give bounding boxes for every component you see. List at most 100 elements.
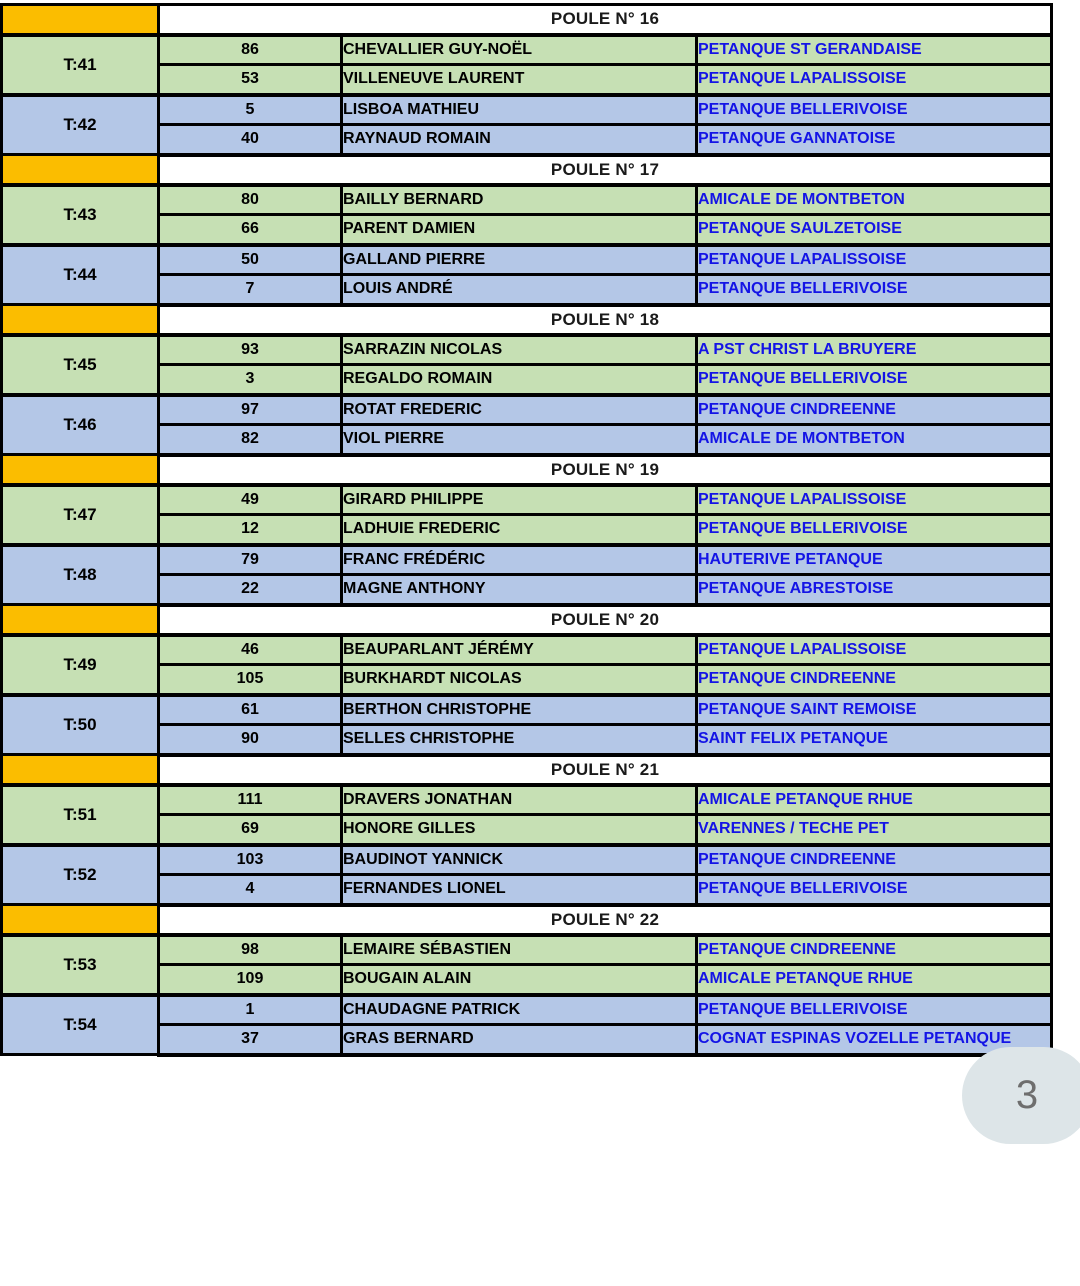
player-number-cell: 12 (157, 513, 343, 547)
poule-title: POULE N° 17 (156, 153, 1054, 186)
player-number-cell: 111 (157, 782, 343, 816)
player-number-cell: 46 (157, 632, 343, 666)
poule-tag-cell (0, 153, 160, 186)
player-club-cell: AMICALE DE MONTBETON (694, 182, 1054, 216)
poule-header-row: POULE N° 19 (0, 453, 1054, 486)
table-number-cell: T:54 (0, 992, 160, 1056)
player-name-cell: BEAUPARLANT JÉRÉMY (340, 632, 698, 666)
match-player-row: 105 BURKHARDT NICOLAS PETANQUE CINDREENNE (2, 663, 1054, 697)
player-club-cell: PETANQUE ST GERANDAISE (694, 32, 1054, 66)
player-name-cell: VILLENEUVE LAURENT (340, 63, 698, 97)
player-name-cell: HONORE GILLES (340, 813, 698, 847)
poule-tag-cell (0, 303, 160, 336)
poule-title: POULE N° 22 (156, 903, 1054, 936)
player-club-cell: AMICALE DE MONTBETON (694, 423, 1054, 457)
player-club-cell: PETANQUE BELLERIVOISE (694, 992, 1054, 1026)
table-number-cell: T:46 (0, 392, 160, 456)
poule-title: POULE N° 18 (156, 303, 1054, 336)
player-club-cell: PETANQUE SAINT REMOISE (694, 692, 1054, 726)
player-club-cell: PETANQUE BELLERIVOISE (694, 873, 1054, 907)
match-player-row: T:46 97 ROTAT FREDERIC PETANQUE CINDREENNE (0, 392, 1054, 456)
player-club-cell: PETANQUE BELLERIVOISE (694, 513, 1054, 547)
match-player-row: T:43 80 BAILLY BERNARD AMICALE DE MONTBETON (0, 182, 1054, 246)
poule-title: POULE N° 21 (156, 753, 1054, 786)
player-club-cell: SAINT FELIX PETANQUE (694, 723, 1054, 757)
player-name-cell: FRANC FRÉDÉRIC (340, 542, 698, 576)
player-name-cell: SELLES CHRISTOPHE (340, 723, 698, 757)
poule-header-row: POULE N° 18 (0, 303, 1054, 336)
match-player-row: 3 REGALDO ROMAIN PETANQUE BELLERIVOISE (2, 363, 1054, 397)
table-number-cell: T:53 (0, 932, 160, 996)
player-club-cell: HAUTERIVE PETANQUE (694, 542, 1054, 576)
player-name-cell: BAUDINOT YANNICK (340, 842, 698, 876)
match-player-row: T:47 49 GIRARD PHILIPPE PETANQUE LAPALISSOI… (0, 482, 1054, 546)
player-name-cell: REGALDO ROMAIN (340, 363, 698, 397)
player-number-cell: 53 (157, 63, 343, 97)
match-player-row: T:53 98 LEMAIRE SÉBASTIEN PETANQUE CINDREEN… (0, 932, 1054, 996)
player-name-cell: CHEVALLIER GUY-NOËL (340, 32, 698, 66)
player-name-cell: GIRARD PHILIPPE (340, 482, 698, 516)
poule-tag-cell (0, 603, 160, 636)
match-player-row: 22 MAGNE ANTHONY PETANQUE ABRESTOISE (2, 573, 1054, 607)
player-club-cell: PETANQUE BELLERIVOISE (694, 273, 1054, 307)
player-number-cell: 82 (157, 423, 343, 457)
poule-tag-cell (0, 3, 160, 36)
player-club-cell: VARENNES / TECHE PET (694, 813, 1054, 847)
player-name-cell: PARENT DAMIEN (340, 213, 698, 247)
player-number-cell: 105 (157, 663, 343, 697)
table-number-cell: T:50 (0, 692, 160, 756)
player-name-cell: CHAUDAGNE PATRICK (340, 992, 698, 1026)
player-club-cell: A PST CHRIST LA BRUYERE (694, 332, 1054, 366)
page-number-value: 3 (1015, 1073, 1039, 1117)
poule-title: POULE N° 20 (156, 603, 1054, 636)
match-player-row: 40 RAYNAUD ROMAIN PETANQUE GANNATOISE (2, 123, 1054, 157)
player-name-cell: MAGNE ANTHONY (340, 573, 698, 607)
player-name-cell: LADHUIE FREDERIC (340, 513, 698, 547)
table-number-cell: T:51 (0, 782, 160, 846)
player-name-cell: SARRAZIN NICOLAS (340, 332, 698, 366)
match-player-row: T:44 50 GALLAND PIERRE PETANQUE LAPALISSOIS… (0, 242, 1054, 306)
player-number-cell: 7 (157, 273, 343, 307)
player-number-cell: 98 (157, 932, 343, 966)
player-name-cell: VIOL PIERRE (340, 423, 698, 457)
player-club-cell: AMICALE PETANQUE RHUE (694, 963, 1054, 997)
player-name-cell: DRAVERS JONATHAN (340, 782, 698, 816)
table-number-cell: T:44 (0, 242, 160, 306)
poule-header-row: POULE N° 16 (0, 3, 1054, 36)
poule-draw-table: POULE N° 16 T:41 86 CHEVALLIER GUY-NOËL PETA… (0, 3, 1054, 1057)
player-number-cell: 80 (157, 182, 343, 216)
match-player-row: T:49 46 BEAUPARLANT JÉRÉMY PETANQUE LAPALIS… (0, 632, 1054, 696)
player-number-cell: 50 (157, 242, 343, 276)
player-number-cell: 97 (157, 392, 343, 426)
match-player-row: 53 VILLENEUVE LAURENT PETANQUE LAPALISSOIS… (2, 63, 1054, 97)
match-player-row: T:50 61 BERTHON CHRISTOPHE PETANQUE SAINT R… (0, 692, 1054, 756)
player-number-cell: 49 (157, 482, 343, 516)
player-name-cell: LEMAIRE SÉBASTIEN (340, 932, 698, 966)
table-number-cell: T:49 (0, 632, 160, 696)
player-club-cell: PETANQUE BELLERIVOISE (694, 363, 1054, 397)
table-number-cell: T:41 (0, 32, 160, 96)
player-name-cell: BOUGAIN ALAIN (340, 963, 698, 997)
player-name-cell: LISBOA MATHIEU (340, 92, 698, 126)
player-number-cell: 3 (157, 363, 343, 397)
player-club-cell: PETANQUE LAPALISSOISE (694, 242, 1054, 276)
player-club-cell: PETANQUE CINDREENNE (694, 392, 1054, 426)
poule-tag-cell (0, 903, 160, 936)
player-number-cell: 79 (157, 542, 343, 576)
match-player-row: T:45 93 SARRAZIN NICOLAS A PST CHRIST LA BR… (0, 332, 1054, 396)
match-player-row: 90 SELLES CHRISTOPHE SAINT FELIX PETANQUE (2, 723, 1054, 757)
player-number-cell: 37 (157, 1023, 343, 1057)
player-number-cell: 90 (157, 723, 343, 757)
poule-tag-cell (0, 453, 160, 486)
player-number-cell: 69 (157, 813, 343, 847)
player-name-cell: FERNANDES LIONEL (340, 873, 698, 907)
table-number-cell: T:48 (0, 542, 160, 606)
match-player-row: 82 VIOL PIERRE AMICALE DE MONTBETON (2, 423, 1054, 457)
table-number-cell: T:45 (0, 332, 160, 396)
player-number-cell: 93 (157, 332, 343, 366)
player-name-cell: LOUIS ANDRÉ (340, 273, 698, 307)
table-number-cell: T:47 (0, 482, 160, 546)
page-number-badge[interactable]: 3 (962, 1047, 1080, 1144)
player-number-cell: 5 (157, 92, 343, 126)
